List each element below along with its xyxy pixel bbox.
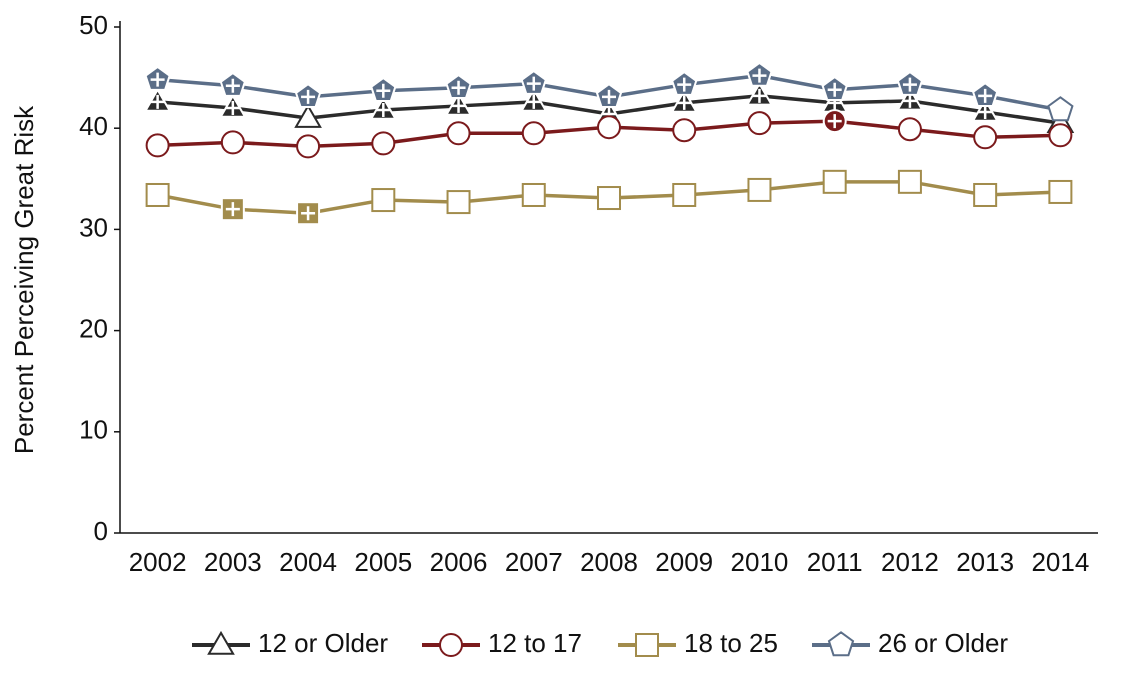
significance-plus: [902, 77, 917, 92]
data-point: [973, 182, 998, 207]
significance-plus: [301, 89, 316, 104]
x-tick-label: 2006: [430, 547, 488, 577]
significance-plus: [376, 102, 391, 117]
data-point: [1048, 123, 1073, 148]
x-tick-label: 2012: [881, 547, 939, 577]
significance-plus: [451, 98, 466, 113]
data-point: [747, 177, 772, 202]
x-tick-label: 2004: [279, 547, 337, 577]
significance-plus: [902, 93, 917, 108]
significance-plus: [677, 95, 692, 110]
x-tick-label: 2002: [129, 547, 187, 577]
x-tick-label: 2011: [807, 547, 863, 577]
significance-plus: [225, 78, 240, 93]
x-tick-label: 2005: [354, 547, 412, 577]
significance-plus: [677, 77, 692, 92]
data-point: [597, 115, 621, 140]
significance-plus: [150, 94, 165, 109]
legend-label: 26 or Older: [878, 628, 1008, 658]
data-point: [220, 130, 245, 155]
x-tick-label: 2014: [1031, 547, 1089, 577]
significance-plus: [150, 72, 165, 87]
data-point: [145, 133, 170, 158]
legend-marker: [635, 633, 659, 657]
data-point: [145, 182, 170, 207]
significance-plus: [827, 114, 842, 129]
legend-marker: [827, 631, 855, 657]
significance-plus: [752, 68, 767, 83]
significance-plus: [602, 89, 616, 104]
significance-plus: [225, 100, 240, 115]
y-tick-label: 30: [79, 212, 108, 242]
data-point: [446, 190, 471, 215]
y-tick-label: 10: [79, 415, 108, 445]
significance-plus: [978, 88, 993, 103]
data-point: [446, 121, 471, 146]
data-point: [597, 186, 621, 211]
x-tick-label: 2007: [505, 547, 563, 577]
data-point: [371, 131, 396, 156]
legend-label: 18 to 25: [684, 628, 778, 658]
significance-plus: [978, 105, 993, 120]
x-tick-label: 2008: [580, 547, 638, 577]
y-tick-label: 20: [79, 313, 108, 343]
legend-marker: [439, 633, 463, 657]
legend-label: 12 or Older: [258, 628, 388, 658]
data-point: [521, 121, 546, 146]
significance-plus: [827, 82, 842, 97]
x-tick-label: 2013: [956, 547, 1014, 577]
data-point: [747, 111, 772, 136]
significance-plus: [301, 206, 316, 221]
series: [143, 81, 1075, 133]
series: [145, 109, 1073, 159]
significance-plus: [376, 83, 391, 98]
data-point: [294, 103, 322, 128]
data-point: [371, 188, 396, 213]
y-axis-label: Percent Perceiving Great Risk: [9, 105, 39, 454]
significance-plus: [526, 76, 541, 91]
significance-plus: [752, 88, 767, 103]
series: [144, 61, 1074, 122]
y-tick-label: 50: [79, 10, 108, 40]
data-point: [897, 169, 922, 194]
data-point: [672, 182, 697, 207]
series: [145, 169, 1073, 226]
y-tick-label: 40: [79, 111, 108, 141]
data-point: [521, 182, 546, 207]
y-tick-label: 0: [94, 516, 108, 546]
data-point: [672, 118, 697, 143]
data-point: [1047, 96, 1074, 122]
x-tick-label: 2003: [204, 547, 262, 577]
data-point: [296, 134, 321, 159]
significance-plus: [451, 80, 466, 95]
legend-label: 12 to 17: [488, 628, 582, 658]
data-point: [973, 125, 998, 150]
significance-plus: [526, 94, 541, 109]
legend-marker: [207, 630, 235, 655]
significance-plus: [225, 202, 240, 217]
x-tick-label: 2010: [731, 547, 789, 577]
data-point: [822, 169, 847, 194]
data-point: [1048, 179, 1073, 204]
x-tick-label: 2009: [655, 547, 713, 577]
data-point: [897, 117, 922, 142]
